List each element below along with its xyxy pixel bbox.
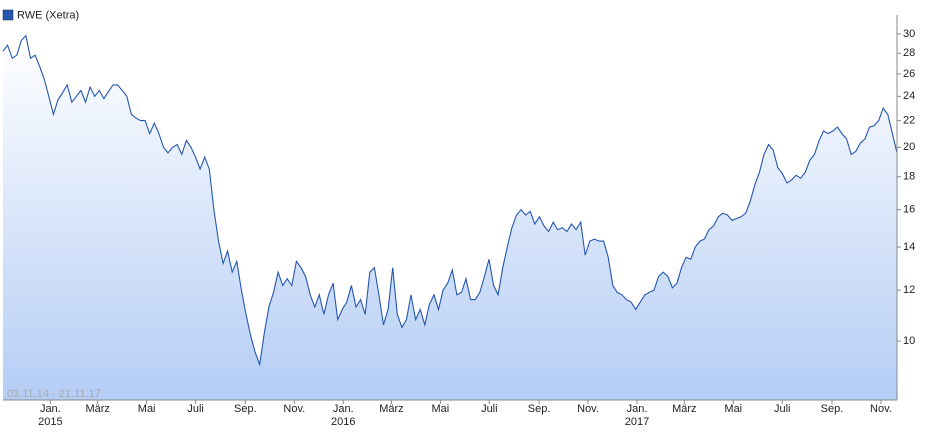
y-tick-label: 10 (903, 335, 915, 347)
y-tick-label: 20 (903, 141, 915, 153)
y-tick-label: 28 (903, 47, 915, 59)
x-tick-label: Mai (432, 403, 450, 415)
area-fill (3, 35, 897, 401)
price-line (2, 34, 898, 367)
x-year-label: 2017 (625, 416, 649, 428)
y-tick-label: 22 (903, 115, 915, 127)
x-tick-label: Sep. (821, 403, 844, 415)
x-tick-label: Juli (481, 403, 498, 415)
x-tick-label: Juli (774, 403, 791, 415)
y-tick-label: 16 (903, 204, 915, 216)
x-tick-label: Sep. (234, 403, 257, 415)
x-tick-label: März (379, 403, 403, 415)
x-tick-label: Nov. (870, 403, 892, 415)
x-tick-label: März (85, 403, 109, 415)
y-tick-label: 18 (903, 171, 915, 183)
x-year-label: 2015 (38, 416, 62, 428)
x-tick-label: März (672, 403, 696, 415)
legend-label: RWE (Xetra) (17, 9, 79, 21)
x-tick-label: Jan. (40, 403, 61, 415)
x-tick-label: Sep. (528, 403, 551, 415)
x-tick-label: Mai (138, 403, 156, 415)
y-tick-label: 30 (903, 28, 915, 40)
legend-swatch (2, 9, 14, 21)
x-tick-label: Mai (724, 403, 742, 415)
y-tick-label: 24 (903, 90, 915, 102)
y-tick-label: 26 (903, 68, 915, 80)
x-tick-label: Jan. (333, 403, 354, 415)
y-tick-label: 12 (903, 284, 915, 296)
x-tick-label: Nov. (283, 403, 305, 415)
x-tick-label: Jan. (627, 403, 648, 415)
x-tick-label: Juli (187, 403, 204, 415)
x-tick-label: Nov. (577, 403, 599, 415)
y-tick-label: 14 (903, 241, 915, 253)
range-label: 03.11.14 - 21.11.17 (7, 388, 101, 400)
x-year-label: 2016 (331, 416, 355, 428)
